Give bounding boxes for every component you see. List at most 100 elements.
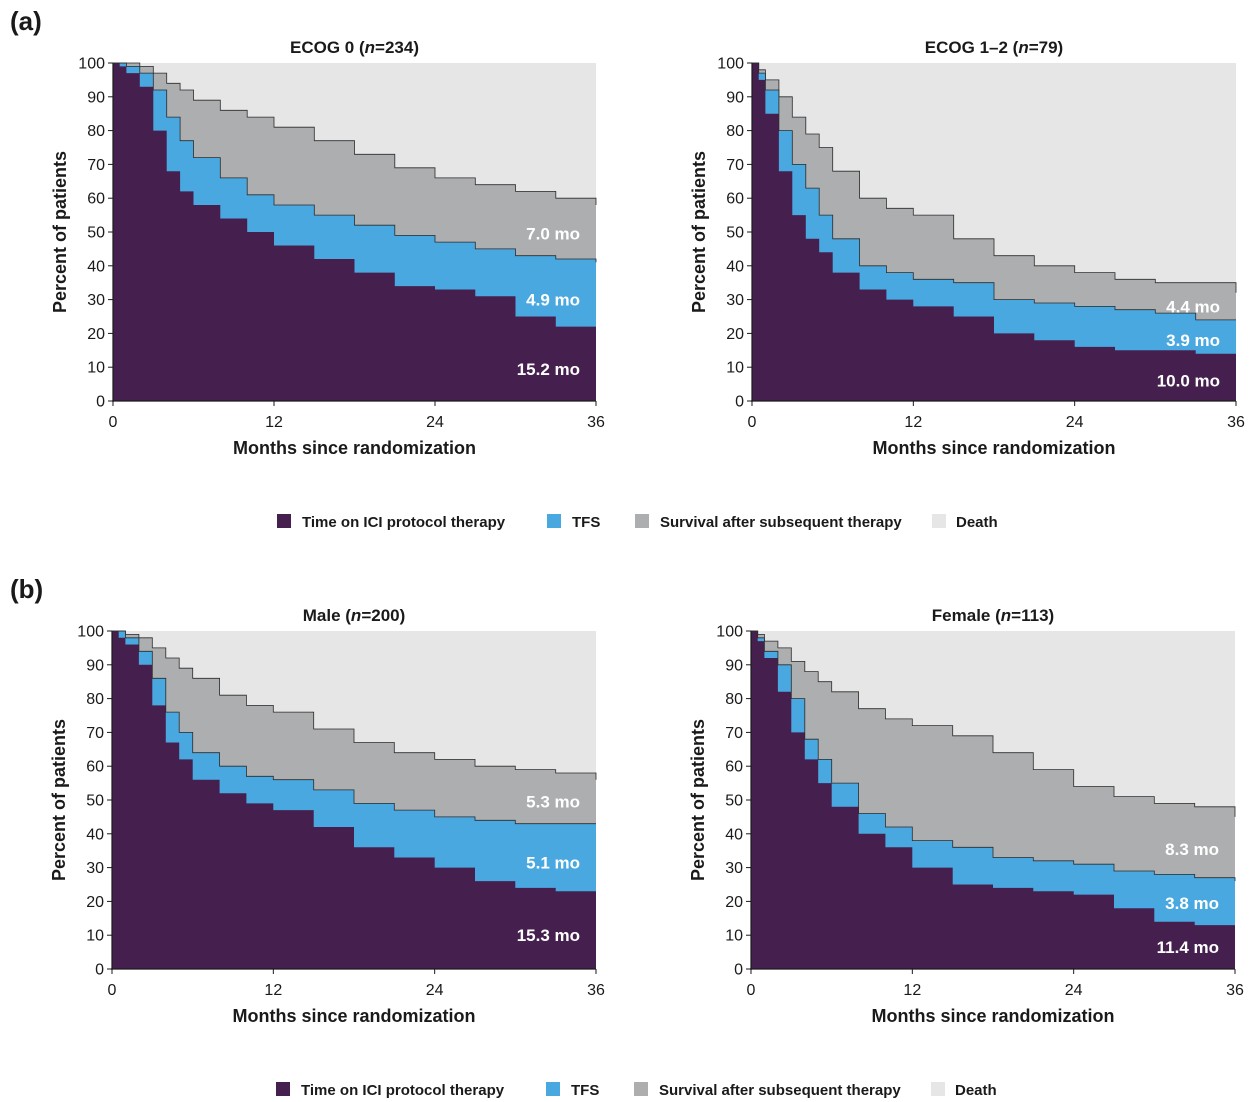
y-tick-label: 70 (726, 157, 744, 174)
chart-title-prefix: ECOG 1–2 ( (925, 38, 1019, 57)
curve-tfs (752, 62, 1236, 321)
chart-title-suffix: =113) (1011, 606, 1054, 625)
y-tick-label: 0 (735, 394, 744, 411)
chart-title-suffix: =79) (1029, 38, 1064, 57)
y-tick-label: 20 (726, 326, 744, 343)
y-axis-label: Percent of patients (50, 151, 70, 313)
area-time-on-ici (752, 63, 1236, 401)
y-axis-label: Percent of patients (49, 719, 69, 881)
y-tick-label: 30 (726, 292, 744, 309)
x-axis-label: Months since randomization (232, 1006, 475, 1026)
y-tick-label: 30 (86, 860, 104, 877)
y-tick-label: 0 (96, 394, 105, 411)
x-tick-label: 0 (109, 414, 118, 431)
chart-title-suffix: =200) (361, 606, 405, 625)
y-tick-label: 20 (725, 894, 743, 911)
x-axis-label: Months since randomization (872, 438, 1115, 458)
y-tick-label: 50 (725, 793, 743, 810)
chart-title: Male (n=200) (303, 606, 406, 625)
panel-letter-b: (b) (10, 574, 43, 604)
area-time-on-ici (113, 63, 596, 401)
y-tick-label: 30 (87, 292, 105, 309)
x-tick-label: 0 (747, 982, 756, 999)
y-tick-label: 10 (87, 360, 105, 377)
legend-label-death: Death (956, 514, 998, 531)
y-tick-label: 90 (86, 657, 104, 674)
x-tick-label: 24 (426, 982, 444, 999)
y-tick-label: 70 (86, 725, 104, 742)
annotation-survival-after-subsequent-therapy: 4.4 mo (1166, 297, 1220, 316)
chart-title: ECOG 1–2 (n=79) (925, 38, 1063, 57)
x-tick-label: 36 (587, 982, 605, 999)
annotation-TFS: 3.9 mo (1166, 331, 1220, 350)
chart-title-n: n (1001, 606, 1011, 625)
chart-title: Female (n=113) (932, 606, 1054, 625)
x-tick-label: 12 (265, 414, 283, 431)
x-tick-label: 36 (587, 414, 605, 431)
legend-label-death: Death (955, 1082, 997, 1099)
legend-a: Time on ICI protocol therapy TFS Surviva… (277, 514, 998, 531)
y-tick-label: 40 (726, 258, 744, 275)
y-tick-label: 0 (95, 962, 104, 979)
y-tick-label: 100 (78, 56, 105, 73)
x-tick-label: 12 (264, 982, 282, 999)
x-tick-label: 24 (426, 414, 444, 431)
y-tick-label: 80 (87, 123, 105, 140)
x-tick-label: 24 (1066, 414, 1084, 431)
legend-label-tfs: TFS (572, 514, 600, 531)
y-tick-label: 100 (77, 624, 104, 641)
curve-tfs (751, 630, 1236, 882)
y-tick-label: 100 (716, 624, 743, 641)
legend-swatch-survival (634, 1082, 648, 1096)
x-tick-label: 12 (903, 982, 921, 999)
annotation-time-on-ICI-protocol-therapy: 15.3 mo (517, 926, 580, 945)
y-tick-label: 90 (726, 89, 744, 106)
x-tick-label: 12 (904, 414, 922, 431)
chart-title-n: n (365, 38, 375, 57)
y-tick-label: 80 (725, 691, 743, 708)
y-tick-label: 10 (726, 360, 744, 377)
legend-swatch-tfs (547, 514, 561, 528)
y-tick-label: 70 (725, 725, 743, 742)
y-axis-label: Percent of patients (688, 719, 708, 881)
panel-letter-a: (a) (10, 6, 42, 36)
curve-os (113, 62, 597, 205)
y-tick-label: 20 (87, 326, 105, 343)
annotation-survival-after-subsequent-therapy: 7.0 mo (526, 225, 580, 244)
y-axis-label: Percent of patients (689, 151, 709, 313)
chart-title-prefix: Female ( (932, 606, 1001, 625)
legend-label-survival: Survival after subsequent therapy (660, 514, 902, 531)
chart-ecog-0: ECOG 0 (n=234) 0 10 20 30 40 50 60 70 80 90 100 0 12 2… (50, 38, 605, 458)
annotation-TFS: 3.8 mo (1165, 894, 1219, 913)
annotation-survival-after-subsequent-therapy: 8.3 mo (1165, 840, 1219, 859)
y-tick-label: 40 (86, 826, 104, 843)
annotation-time-on-ICI-protocol-therapy: 15.2 mo (517, 360, 580, 379)
chart-ecog-1-2: ECOG 1–2 (n=79) 0 10 20 30 40 50 60 70 80 90 100 0 12… (689, 38, 1245, 458)
y-tick-label: 60 (86, 759, 104, 776)
chart-female: Female (n=113) 0 10 20 30 40 50 60 70 80 90 100 0 12 2… (688, 606, 1244, 1026)
x-tick-label: 36 (1227, 414, 1245, 431)
y-tick-label: 100 (717, 56, 744, 73)
legend-label-tfs: TFS (571, 1082, 599, 1099)
legend-swatch-death (931, 1082, 945, 1096)
legend-swatch-death (932, 514, 946, 528)
legend-swatch-tfs (546, 1082, 560, 1096)
y-tick-label: 50 (86, 793, 104, 810)
legend-swatch-ici (277, 514, 291, 528)
chart-title-n: n (351, 606, 361, 625)
curve-tfs (112, 630, 596, 825)
legend-label-ici: Time on ICI protocol therapy (301, 1082, 505, 1099)
x-tick-label: 0 (748, 414, 757, 431)
legend-b: Time on ICI protocol therapy TFS Surviva… (276, 1082, 997, 1099)
y-tick-label: 10 (725, 928, 743, 945)
y-tick-label: 10 (86, 928, 104, 945)
annotation-TFS: 5.1 mo (526, 854, 580, 873)
x-tick-label: 36 (1226, 982, 1244, 999)
chart-title: ECOG 0 (n=234) (290, 38, 419, 57)
y-tick-label: 80 (726, 123, 744, 140)
chart-male: Male (n=200) 0 10 20 30 40 50 60 70 80 90 100 0 12 24 3… (49, 606, 605, 1026)
legend-swatch-ici (276, 1082, 290, 1096)
legend-swatch-survival (635, 514, 649, 528)
x-axis-label: Months since randomization (871, 1006, 1114, 1026)
